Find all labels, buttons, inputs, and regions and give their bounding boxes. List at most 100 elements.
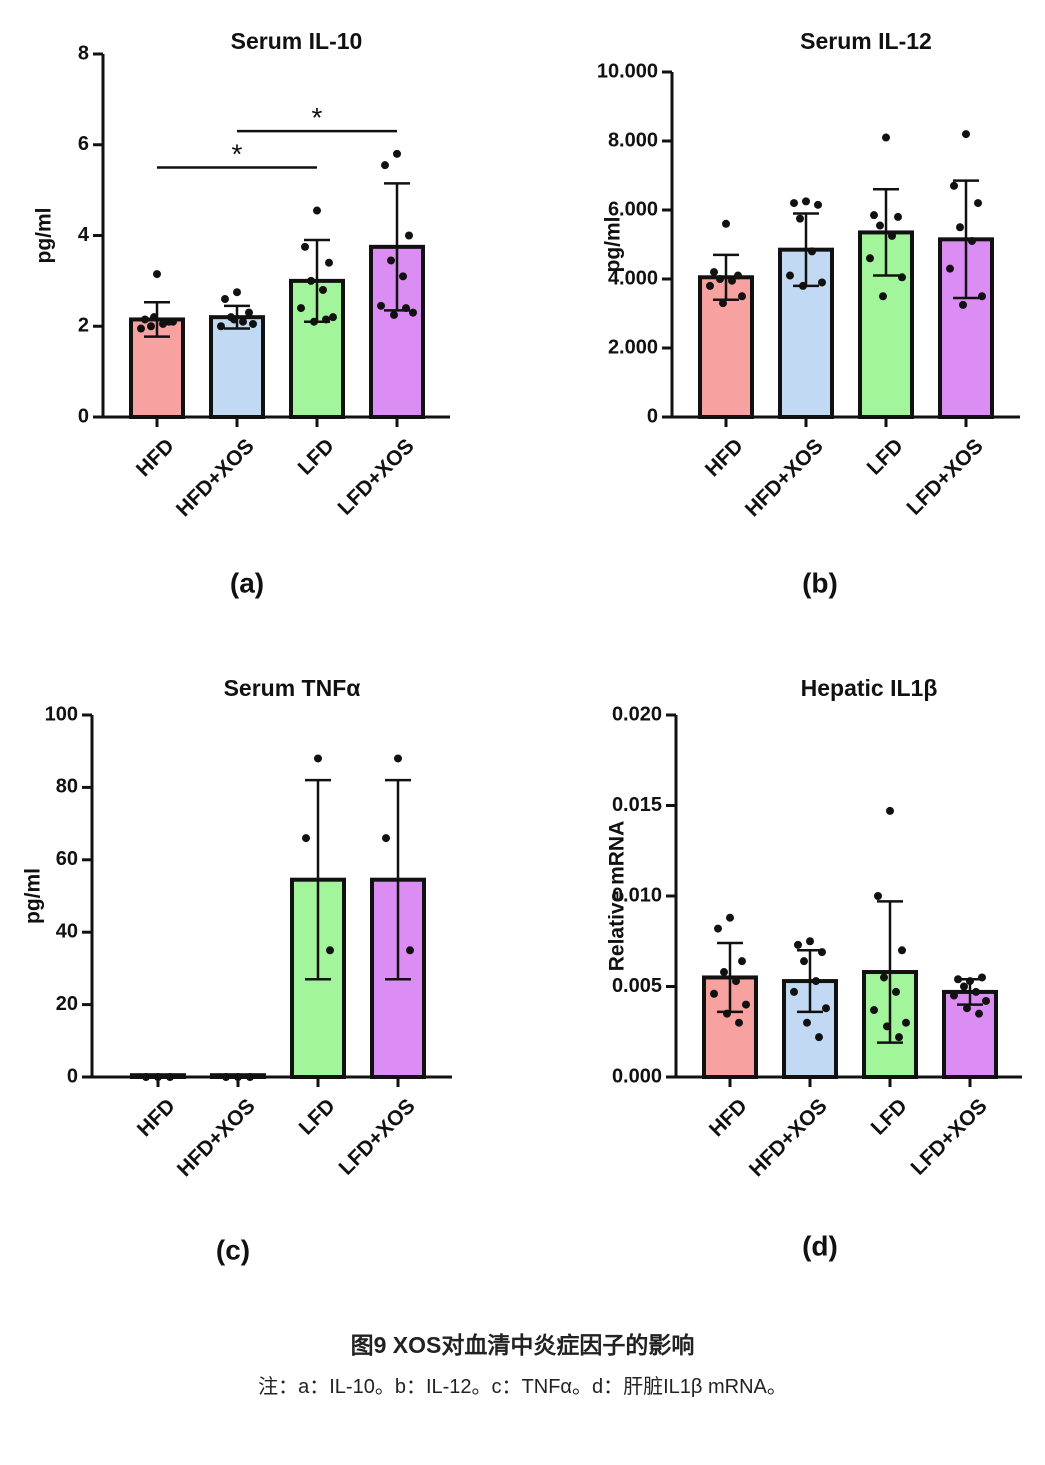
data-point	[141, 315, 149, 324]
data-point	[814, 200, 822, 209]
data-point	[710, 989, 718, 998]
x-tick-label: LFD+XOS	[334, 434, 419, 519]
data-point	[962, 130, 970, 139]
data-point	[738, 957, 746, 966]
data-point	[894, 212, 902, 221]
y-tick-label: 80	[56, 776, 78, 798]
y-tick-label: 2.000	[608, 336, 658, 358]
x-tick-label: LFD	[295, 1094, 340, 1139]
data-point	[800, 957, 808, 966]
data-point	[233, 288, 241, 297]
data-point	[714, 924, 722, 933]
data-point	[394, 754, 402, 763]
data-point	[381, 161, 389, 170]
data-point	[239, 317, 247, 326]
data-point	[892, 987, 900, 996]
data-point	[329, 313, 337, 322]
data-point	[726, 913, 734, 922]
y-tick-label: 40	[56, 920, 78, 942]
x-tick-label: LFD+XOS	[907, 1094, 992, 1179]
data-point	[706, 281, 714, 290]
data-point	[159, 319, 167, 328]
data-point	[972, 987, 980, 996]
data-point	[880, 973, 888, 982]
data-point	[882, 133, 890, 142]
y-tick-label: 0	[78, 405, 89, 427]
data-point	[950, 991, 958, 1000]
data-point	[870, 211, 878, 220]
x-tick-label: LFD+XOS	[335, 1094, 420, 1179]
y-tick-label: 10.000	[597, 60, 658, 82]
panel-label: (d)	[802, 1230, 838, 1261]
data-point	[723, 1009, 731, 1018]
significance-label: *	[312, 102, 323, 133]
data-point	[382, 834, 390, 843]
data-point	[978, 292, 986, 301]
y-axis-label: pg/ml	[602, 217, 625, 273]
data-point	[963, 1004, 971, 1013]
data-point	[886, 806, 894, 815]
data-point	[307, 276, 315, 285]
data-point	[406, 946, 414, 955]
data-point	[966, 977, 974, 986]
data-point	[302, 834, 310, 843]
data-point	[866, 254, 874, 263]
data-point	[978, 973, 986, 982]
data-point	[732, 977, 740, 986]
y-tick-label: 100	[45, 703, 78, 725]
data-point	[377, 301, 385, 310]
data-point	[147, 322, 155, 331]
x-tick-label: LFD+XOS	[903, 434, 988, 519]
data-point	[326, 946, 334, 955]
data-point	[974, 199, 982, 208]
data-point	[169, 317, 177, 326]
y-tick-label: 8.000	[608, 129, 658, 151]
chart-title: Hepatic IL1β	[801, 675, 938, 701]
y-axis-label: Relative mRNA	[606, 821, 629, 972]
data-point	[794, 940, 802, 949]
panel-label: (b)	[802, 567, 838, 598]
y-tick-label: 0	[67, 1065, 78, 1087]
significance-label: *	[232, 138, 243, 169]
y-tick-label: 0.010	[612, 884, 662, 906]
data-point	[818, 278, 826, 287]
data-point	[982, 996, 990, 1005]
chart-title: Serum IL-10	[231, 28, 363, 54]
data-point	[806, 937, 814, 946]
y-axis-label: pg/ml	[33, 208, 56, 264]
data-point	[796, 214, 804, 223]
data-point	[710, 268, 718, 277]
data-point	[883, 1022, 891, 1031]
data-point	[874, 892, 882, 900]
data-point	[137, 324, 145, 333]
data-point	[393, 149, 401, 158]
data-point	[946, 264, 954, 273]
chart-title: Serum TNFα	[224, 675, 361, 701]
data-point	[728, 276, 736, 285]
data-point	[876, 221, 884, 230]
data-point	[879, 292, 887, 301]
data-point	[790, 987, 798, 996]
data-point	[888, 231, 896, 240]
x-tick-label: LFD	[867, 1094, 912, 1139]
data-point	[815, 1033, 823, 1042]
data-point	[802, 197, 810, 206]
data-point	[245, 308, 253, 317]
data-point	[822, 1004, 830, 1013]
data-point	[301, 242, 309, 251]
data-point	[950, 181, 958, 190]
bar	[209, 315, 265, 419]
data-point	[402, 304, 410, 313]
data-point	[898, 273, 906, 282]
data-point	[960, 982, 968, 991]
figure-note: 注：a：IL-10。b：IL-12。c：TNFα。d：肝脏IL1β mRNA。	[258, 1376, 787, 1398]
data-point	[230, 315, 238, 324]
y-tick-label: 2	[78, 315, 89, 337]
data-point	[322, 315, 330, 324]
data-point	[808, 247, 816, 256]
x-tick-label: LFD	[863, 434, 908, 479]
data-point	[399, 272, 407, 281]
x-tick-label: HFD+XOS	[172, 434, 259, 521]
data-point	[325, 258, 333, 267]
x-tick-label: HFD	[701, 434, 748, 481]
